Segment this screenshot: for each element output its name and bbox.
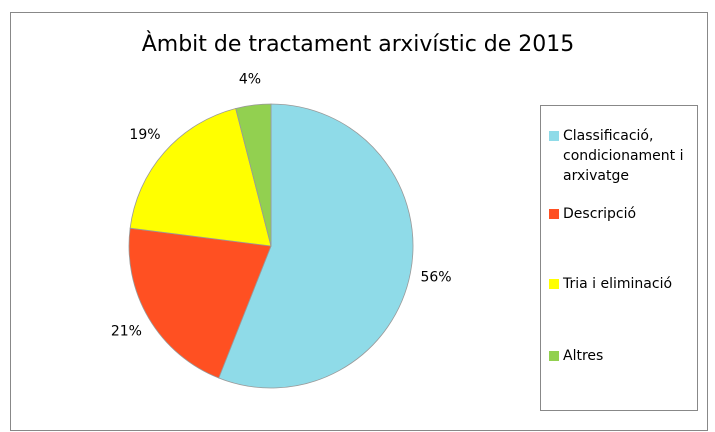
legend-swatch [549, 209, 559, 219]
data-label: 19% [129, 127, 160, 143]
pie-slice [128, 227, 272, 379]
legend-swatch [549, 131, 559, 141]
legend-swatch [549, 279, 559, 289]
legend-label: Tria i eliminació [563, 276, 673, 292]
data-label: 21% [111, 324, 142, 340]
chart-title: Àmbit de tractament arxivístic de 2015 [142, 31, 575, 57]
legend-item: Altres [549, 346, 697, 366]
legend-label: Descripció [563, 206, 637, 222]
data-label: 4% [239, 71, 261, 87]
pie-slice [218, 103, 414, 389]
legend: Classificació, condicionament i arxivatg… [540, 105, 698, 411]
data-label: 56% [420, 269, 451, 285]
legend-item: Tria i eliminació [549, 274, 697, 294]
pie-slice [235, 103, 272, 247]
legend-label: Altres [563, 348, 604, 364]
legend-label: Classificació, condicionament i arxivatg… [563, 128, 684, 184]
legend-item: Descripció [549, 204, 697, 224]
legend-swatch [549, 351, 559, 361]
legend-item: Classificació, condicionament i arxivatg… [549, 126, 697, 186]
pie-slice [129, 107, 272, 247]
